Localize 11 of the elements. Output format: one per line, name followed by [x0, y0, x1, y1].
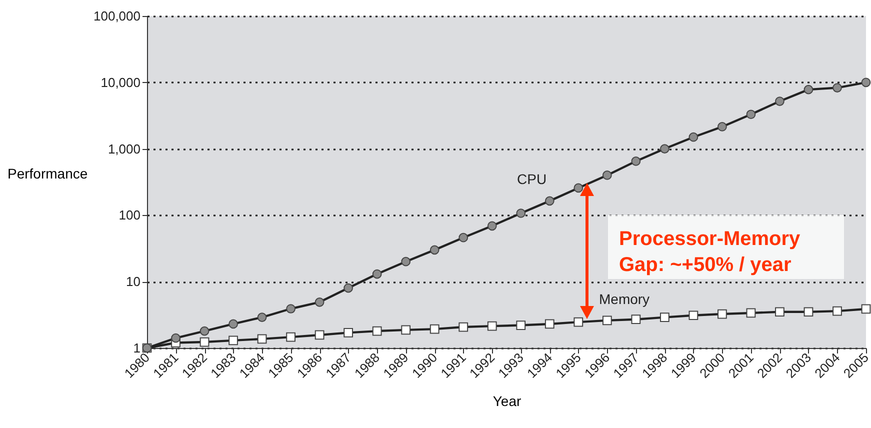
y-tick-label: 1,000	[108, 141, 140, 156]
series-label: CPU	[517, 171, 547, 187]
annotation: Processor-Memory Gap: ~+50% / year	[619, 228, 802, 276]
series-label: Memory	[599, 291, 650, 307]
y-axis-title: Performance	[8, 166, 88, 182]
y-tick-label: 10,000	[100, 74, 140, 90]
y-tick-label: 10	[126, 274, 140, 290]
y-tick-label: 1	[133, 340, 140, 356]
y-tick-label: 100,000	[94, 8, 140, 24]
x-axis-title: Year	[492, 392, 522, 409]
y-tick-label: 100	[118, 208, 140, 223]
